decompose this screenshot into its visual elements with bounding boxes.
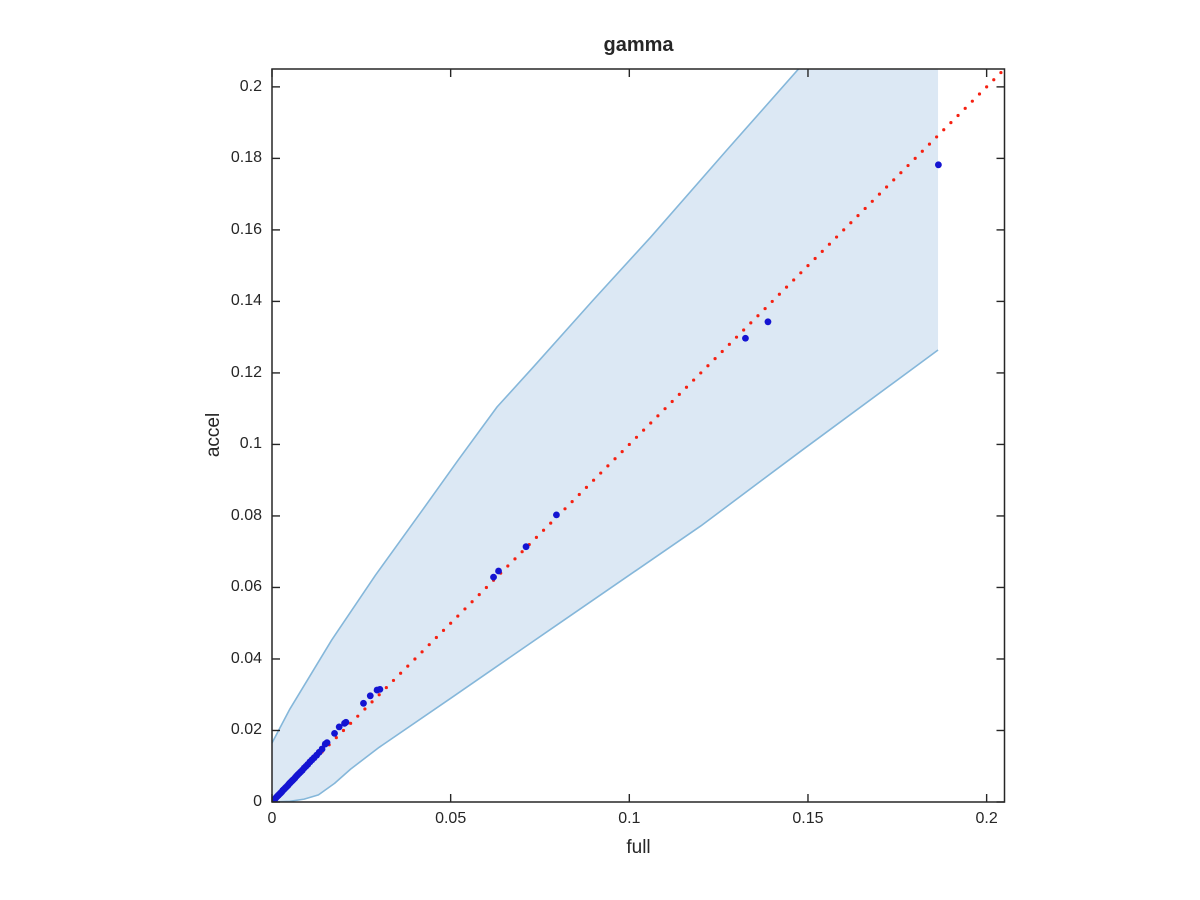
y-tick-label: 0.08 bbox=[230, 506, 262, 524]
data-point bbox=[522, 543, 530, 551]
data-point bbox=[335, 723, 343, 731]
y-tick-label: 0 bbox=[253, 793, 262, 810]
data-point bbox=[323, 739, 331, 747]
x-tick-label: 0.05 bbox=[435, 810, 467, 827]
y-tick-label: 0.06 bbox=[230, 578, 262, 596]
y-tick-label: 0.02 bbox=[230, 721, 262, 739]
y-tick-label: 0.04 bbox=[230, 649, 262, 667]
confidence-band-lower-edge bbox=[272, 349, 939, 802]
y-tick-label: 0.1 bbox=[239, 435, 262, 453]
data-point bbox=[376, 685, 384, 693]
x-axis-label: full bbox=[626, 837, 651, 858]
data-point bbox=[360, 699, 367, 707]
x-tick-label: 0 bbox=[267, 810, 277, 827]
y-tick-label: 0.14 bbox=[230, 292, 262, 310]
confidence-band bbox=[272, 69, 939, 802]
data-point bbox=[366, 692, 374, 700]
data-point bbox=[318, 745, 326, 753]
y-tick-label: 0.12 bbox=[230, 363, 262, 381]
y-tick-label: 0.2 bbox=[239, 77, 262, 95]
data-point bbox=[331, 729, 338, 737]
axes-box bbox=[271, 68, 1006, 803]
x-tick-label: 0.2 bbox=[975, 810, 998, 827]
identity-line bbox=[272, 70, 1003, 802]
data-point bbox=[934, 161, 942, 169]
data-point bbox=[742, 334, 749, 342]
data-points bbox=[272, 161, 942, 802]
data-point bbox=[764, 318, 772, 326]
tick-marks bbox=[271, 69, 1005, 803]
x-tick-label: 0.1 bbox=[618, 810, 641, 827]
x-tick-label: 0.15 bbox=[792, 810, 824, 827]
y-tick-label: 0.16 bbox=[230, 220, 262, 238]
data-point bbox=[342, 718, 350, 726]
y-tick-label: 0.18 bbox=[230, 149, 262, 167]
confidence-band-upper-edge bbox=[272, 69, 800, 744]
data-point bbox=[553, 511, 560, 519]
plot-title: gamma bbox=[603, 34, 674, 56]
data-point bbox=[495, 567, 502, 575]
data-point bbox=[490, 573, 497, 581]
